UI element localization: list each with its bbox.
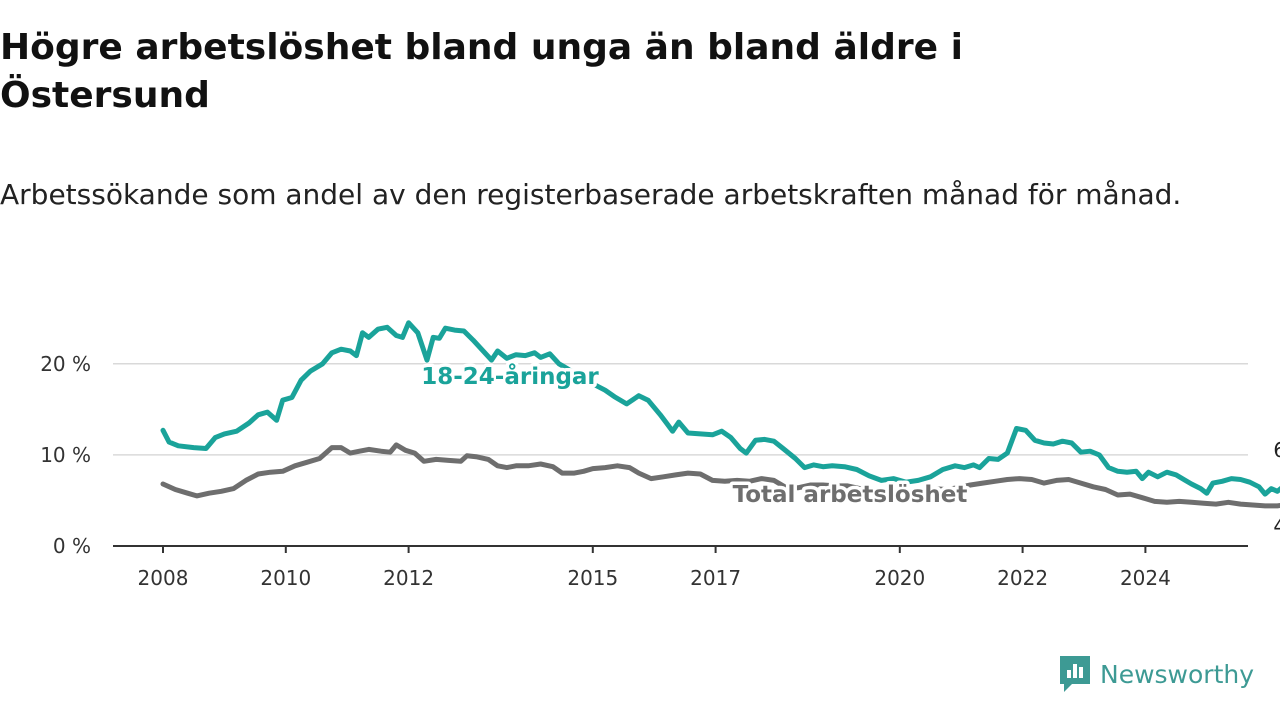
newsworthy-logo-icon [1060,656,1090,692]
brand-name: Newsworthy [1100,659,1255,689]
x-tick-label: 2022 [997,566,1048,590]
x-tick-label: 2024 [1120,566,1171,590]
series-label: 18-24-åringar [421,363,599,390]
y-tick-label: 10 % [40,443,91,467]
series-line [160,320,1280,497]
x-tick-label: 2020 [874,566,925,590]
x-tick-label: 2017 [690,566,741,590]
series-label: Total arbetslöshet [733,482,968,508]
x-tick-label: 2008 [138,566,189,590]
end-value-label: 4,7 % [1273,514,1280,538]
y-tick-label: 0 % [53,534,91,558]
series-line [160,442,1280,509]
x-tick-label: 2012 [383,566,434,590]
chart-title: Högre arbetslöshet bland unga än bland ä… [0,27,963,116]
y-tick-label: 20 % [40,352,91,376]
end-value-label: 6,7 % [1273,438,1280,462]
chart-subtitle: Arbetssökande som andel av den registerb… [0,178,1182,211]
newsworthy-logo: Newsworthy [1058,654,1254,694]
x-tick-label: 2010 [260,566,311,590]
x-tick-label: 2015 [567,566,618,590]
